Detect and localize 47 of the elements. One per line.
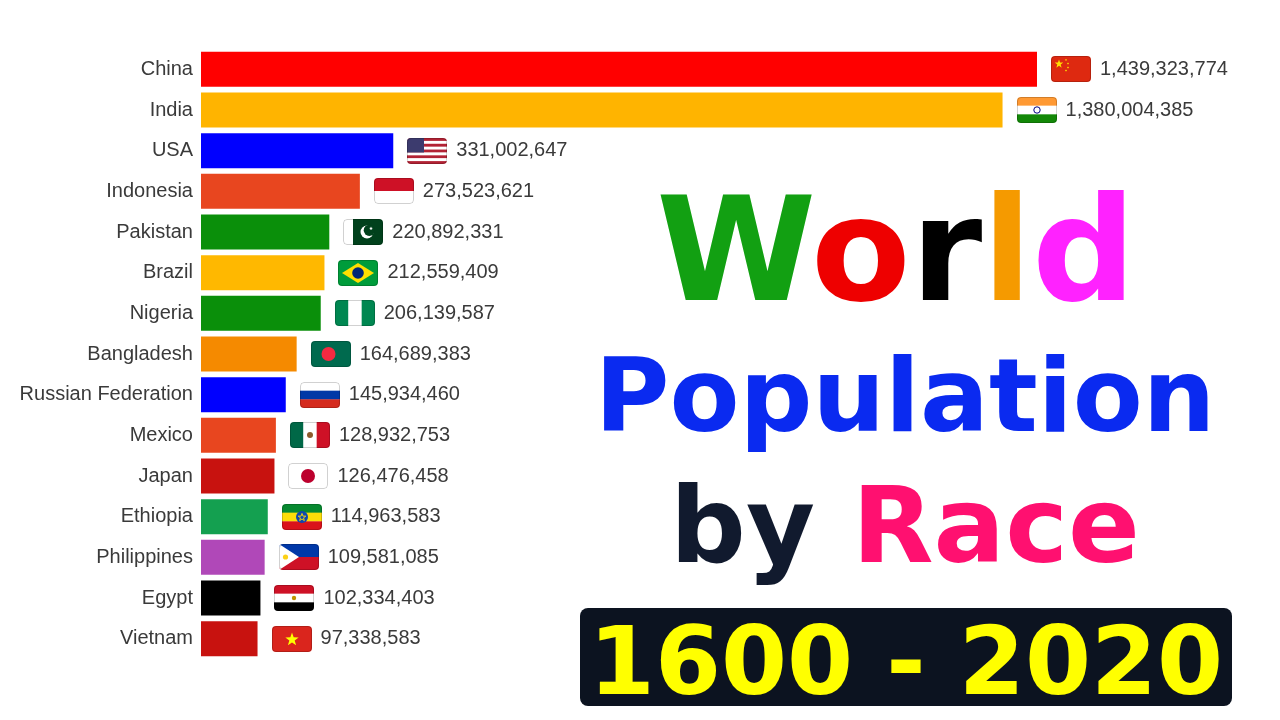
y-tick-label: USA	[151, 138, 194, 161]
y-tick-label: Pakistan	[116, 219, 193, 242]
bar	[201, 499, 268, 535]
data-label: 97,338,583	[320, 626, 421, 649]
y-tick-label: Philippines	[96, 544, 193, 567]
bar	[201, 295, 321, 331]
text: 1600 - 2020	[588, 606, 1224, 716]
data-label: 220,892,331	[392, 219, 504, 242]
data-label: 128,932,753	[338, 422, 451, 445]
y-tick-label: Brazil	[142, 260, 193, 283]
data-label: 1,380,004,385	[1065, 97, 1194, 120]
y-tick-label: Vietnam	[119, 626, 193, 649]
data-label: 102,334,403	[323, 585, 435, 608]
bar	[201, 133, 394, 169]
bar	[201, 255, 325, 291]
y-tick-label: Japan	[138, 463, 193, 486]
data-label: 145,934,460	[348, 382, 460, 405]
data-label: 331,002,647	[456, 138, 568, 161]
y-tick-label: Mexico	[129, 422, 193, 445]
data-label: 114,963,583	[330, 504, 441, 527]
bar	[201, 51, 1037, 87]
bar	[201, 621, 258, 657]
data-label: 164,689,383	[359, 341, 471, 364]
data-label: 109,581,085	[327, 544, 439, 567]
data-label: 206,139,587	[383, 300, 495, 323]
y-tick-label: Egypt	[141, 585, 194, 608]
bar	[201, 580, 261, 616]
text: World Population by Race	[593, 165, 1217, 587]
y-tick-label: Nigeria	[129, 300, 194, 323]
y-tick-label: Bangladesh	[87, 341, 193, 364]
y-tick-label: Russian Federation	[19, 382, 193, 405]
y-tick-label: India	[149, 97, 194, 120]
y-tick-label: Indonesia	[106, 178, 194, 201]
bar	[201, 92, 1003, 128]
bar	[201, 377, 286, 413]
bar	[201, 173, 360, 209]
data-label: 126,476,458	[337, 463, 449, 486]
bar	[201, 336, 297, 372]
data-label: 273,523,621	[422, 178, 535, 201]
bar	[201, 417, 276, 453]
data-label: 212,559,409	[387, 260, 499, 283]
data-label: 1,439,323,774	[1100, 56, 1228, 79]
bar	[201, 539, 265, 575]
y-tick-label: China	[140, 56, 194, 79]
bar	[201, 214, 330, 250]
y-tick-label: Ethiopia	[120, 504, 194, 527]
bar	[201, 458, 275, 494]
